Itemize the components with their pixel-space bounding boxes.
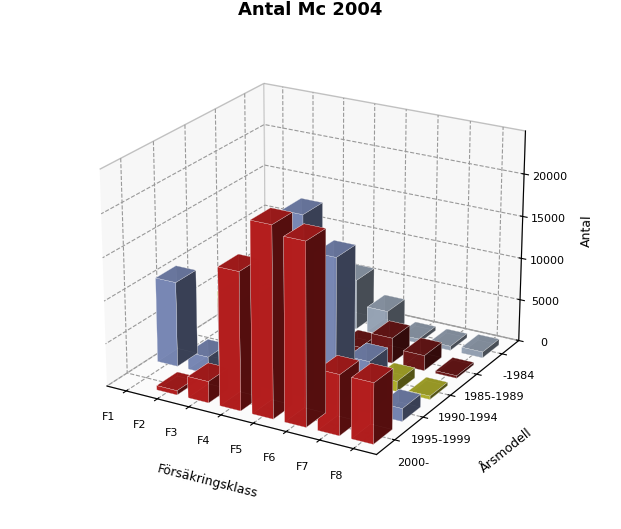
X-axis label: Försäkringsklass: Försäkringsklass — [156, 462, 259, 500]
Title: Antal Mc 2004: Antal Mc 2004 — [238, 2, 383, 20]
Y-axis label: Årsmodell: Årsmodell — [478, 426, 535, 476]
